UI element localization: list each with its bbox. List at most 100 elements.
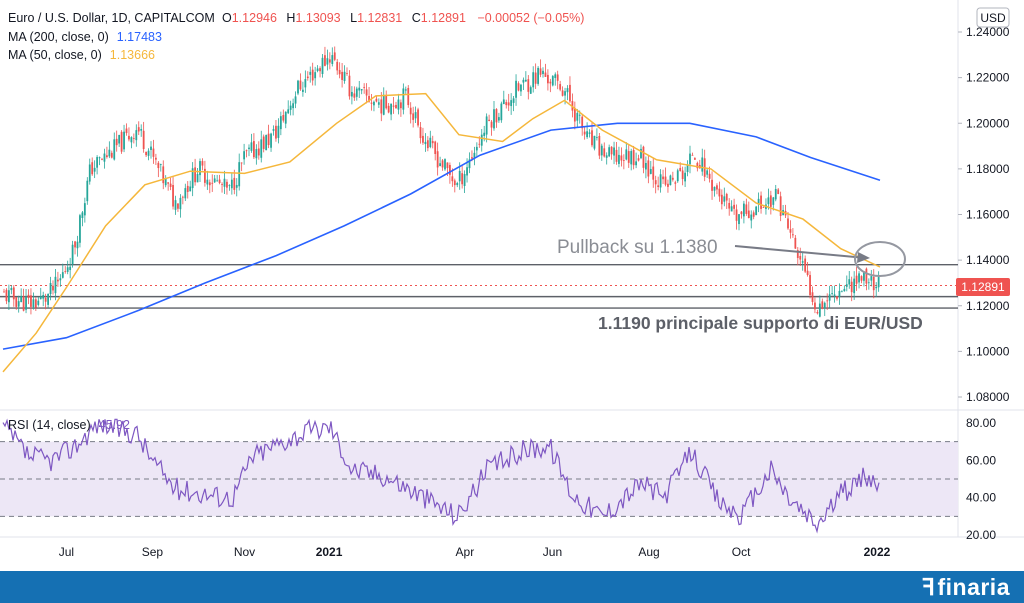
candle-body	[610, 146, 613, 155]
last-price-label: 1.12891	[961, 280, 1005, 294]
price-tick-label: 1.16000	[966, 208, 1010, 222]
rsi-tick-label: 60.00	[966, 453, 996, 467]
candle-body	[814, 302, 816, 310]
candle-body	[96, 157, 98, 168]
candle-body	[478, 143, 481, 145]
candle-body	[328, 59, 331, 63]
candle-body	[769, 195, 772, 207]
axes-layer: 1.24000 1.22000 1.20000 1.18000 1.16000 1.140…	[59, 25, 1010, 559]
candle-body	[243, 151, 245, 160]
candle-body	[128, 135, 130, 140]
candle-body	[120, 131, 123, 152]
candle-body	[779, 196, 782, 216]
candle-body	[211, 182, 214, 184]
price-layer	[0, 46, 958, 373]
candle-body	[466, 167, 468, 176]
candle-body	[757, 198, 760, 204]
candle-body	[115, 138, 118, 146]
candle-body	[694, 158, 696, 160]
candle-body	[309, 71, 312, 75]
candle-body	[409, 107, 412, 115]
candle-body	[253, 141, 255, 158]
candle-body	[282, 115, 285, 121]
candle-body	[8, 290, 10, 303]
candle-body	[733, 204, 735, 209]
candle-body	[248, 147, 250, 150]
candle-body	[875, 286, 878, 289]
candle-body	[527, 79, 530, 92]
time-tick-label: 2021	[316, 545, 343, 559]
candle-body	[691, 154, 694, 156]
candle-body	[245, 150, 248, 152]
candle-body	[716, 185, 718, 190]
candle-body	[473, 152, 476, 159]
candle-body	[581, 116, 584, 129]
candle-body	[314, 72, 317, 79]
candle-body	[186, 185, 189, 192]
pullback-annotation: Pullback su 1.1380	[557, 237, 718, 258]
ma200-value: 1.17483	[117, 30, 162, 44]
candle-body	[664, 176, 667, 185]
pullback-arrow	[734, 245, 867, 259]
candle-body	[625, 149, 628, 160]
candle-body	[495, 109, 498, 123]
rsi-tick-label: 20.00	[966, 528, 996, 542]
candle-body	[551, 76, 554, 86]
candle-body	[811, 292, 814, 302]
candle-body	[662, 176, 664, 180]
candle-body	[841, 291, 843, 293]
ma200-line	[2, 122, 881, 350]
price-tick-label: 1.08000	[966, 390, 1010, 404]
candle-body	[370, 102, 373, 104]
candle-body	[5, 289, 8, 302]
candle-body	[395, 104, 397, 109]
candle-body	[505, 102, 508, 106]
candle-body	[566, 88, 569, 93]
candle-body	[417, 109, 419, 126]
candle-body	[613, 147, 615, 156]
candle-body	[267, 133, 270, 146]
time-tick-label: 2022	[864, 545, 891, 559]
candle-body	[669, 175, 672, 186]
candle-body	[311, 69, 314, 81]
price-tick-label: 1.10000	[966, 344, 1010, 358]
candle-body	[275, 125, 277, 139]
candle-body	[444, 159, 446, 170]
candle-body	[512, 98, 515, 103]
candle-body	[532, 72, 535, 88]
candle-body	[140, 129, 143, 131]
candle-body	[836, 296, 838, 299]
candle-body	[191, 168, 194, 189]
candle-body	[480, 134, 483, 146]
candle-body	[419, 127, 422, 139]
currency-box[interactable]	[976, 7, 1010, 28]
candle-body	[79, 215, 81, 243]
candle-body	[181, 196, 184, 198]
candle-body	[223, 178, 226, 187]
candle-body	[792, 234, 794, 236]
chart-svg: 1.24000 1.22000 1.20000 1.18000 1.16000 1.140…	[0, 0, 1024, 559]
candle-body	[385, 95, 388, 109]
candle-body	[52, 285, 54, 291]
candle-body	[652, 166, 655, 180]
candle-body	[59, 278, 62, 281]
price-tick-label: 1.24000	[966, 25, 1010, 39]
candle-body	[743, 203, 745, 217]
candle-body	[735, 209, 738, 221]
candle-body	[32, 299, 35, 308]
candle-body	[174, 200, 177, 210]
candle-body	[351, 91, 353, 97]
ma200-label: MA (200, close, 0)	[8, 30, 109, 44]
candle-body	[152, 148, 155, 157]
candle-body	[679, 167, 682, 171]
candle-body	[708, 173, 711, 179]
candle-body	[88, 164, 91, 182]
candle-body	[475, 146, 478, 151]
candle-body	[221, 184, 223, 185]
candle-body	[414, 112, 417, 119]
candle-body	[365, 89, 368, 96]
candle-body	[404, 89, 407, 91]
candle-body	[855, 275, 858, 284]
candle-body	[86, 180, 89, 202]
